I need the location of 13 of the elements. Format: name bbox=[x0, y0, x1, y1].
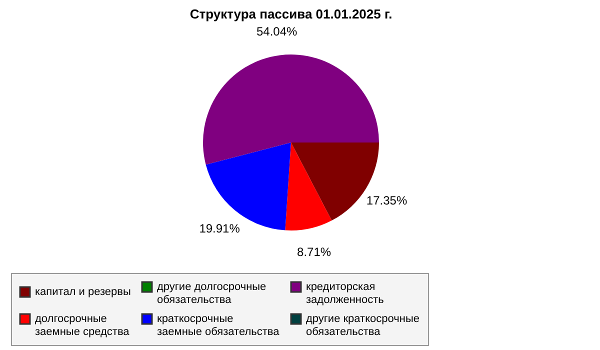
pie-slice bbox=[203, 54, 379, 165]
legend-label: другие краткосрочные обязательства bbox=[306, 313, 420, 338]
data-label: 19.91% bbox=[199, 222, 240, 236]
data-label: 17.35% bbox=[366, 194, 408, 208]
legend-label: краткосрочные заемные обязательства bbox=[157, 313, 280, 338]
data-label: 54.04% bbox=[256, 24, 298, 38]
legend-label: кредиторская задолженность bbox=[306, 281, 384, 306]
data-label: 8.71% bbox=[297, 245, 332, 260]
chart-title: Структура пассива 01.01.2025 г. bbox=[190, 6, 392, 22]
pie-slice bbox=[285, 142, 332, 230]
legend-label: другие долгосрочные обязательства bbox=[157, 281, 266, 306]
legend-label: долгосрочные заемные средства bbox=[35, 313, 130, 338]
legend-label: капитал и резервы bbox=[35, 286, 131, 298]
